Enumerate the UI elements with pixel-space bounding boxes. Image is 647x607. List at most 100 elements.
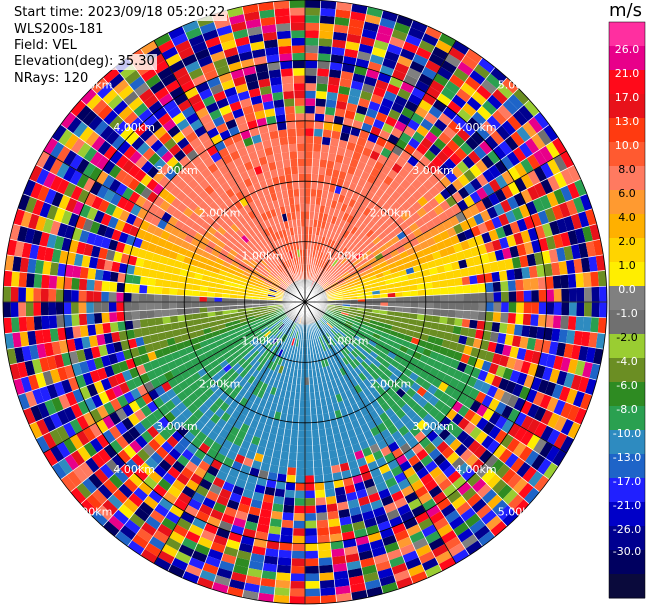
velocity-cell	[191, 307, 200, 314]
velocity-cell	[48, 275, 58, 289]
velocity-cell	[539, 441, 554, 459]
velocity-cell	[200, 62, 216, 75]
velocity-cell	[433, 73, 449, 87]
velocity-cell	[3, 317, 13, 334]
velocity-cell	[293, 513, 305, 521]
velocity-cell	[221, 79, 235, 91]
velocity-cell	[371, 380, 381, 390]
velocity-cell	[492, 145, 507, 160]
velocity-cell	[286, 121, 296, 130]
velocity-cell	[401, 317, 410, 324]
velocity-cell	[315, 329, 321, 338]
velocity-cell	[344, 48, 359, 59]
velocity-cell	[260, 290, 269, 295]
velocity-cell	[321, 316, 329, 323]
velocity-cell	[219, 235, 229, 245]
velocity-cell	[357, 268, 366, 275]
velocity-cell	[393, 240, 404, 250]
velocity-cell	[465, 136, 479, 151]
velocity-cell	[91, 452, 106, 469]
velocity-cell	[381, 347, 390, 356]
velocity-cell	[142, 361, 154, 373]
velocity-cell	[315, 497, 327, 506]
velocity-cell	[481, 360, 492, 373]
velocity-cell	[42, 432, 57, 450]
velocity-cell	[245, 144, 256, 154]
velocity-cell	[362, 369, 371, 379]
velocity-cell	[162, 472, 177, 486]
velocity-cell	[252, 360, 261, 370]
velocity-cell	[484, 372, 496, 385]
velocity-cell	[488, 411, 502, 426]
velocity-cell	[142, 231, 154, 243]
velocity-cell	[14, 346, 25, 364]
velocity-cell	[361, 349, 370, 358]
velocity-cell	[433, 423, 446, 436]
velocity-cell	[391, 145, 404, 157]
velocity-cell	[274, 231, 281, 240]
velocity-cell	[139, 318, 149, 328]
velocity-cell	[161, 302, 170, 310]
velocity-cell	[129, 439, 143, 454]
velocity-cell	[298, 173, 305, 182]
velocity-cell	[302, 249, 305, 257]
azimuth-spoke	[304, 150, 567, 303]
velocity-cell	[468, 203, 480, 217]
velocity-cell	[259, 221, 268, 231]
velocity-cell	[501, 170, 515, 185]
velocity-cell	[360, 360, 370, 370]
velocity-cell	[332, 471, 343, 481]
velocity-cell	[283, 351, 289, 360]
velocity-cell	[305, 249, 308, 257]
velocity-cell	[199, 302, 207, 308]
velocity-cell	[27, 258, 37, 274]
velocity-cell	[269, 76, 283, 86]
velocity-cell	[305, 437, 313, 446]
velocity-cell	[407, 454, 421, 467]
velocity-cell	[497, 483, 513, 500]
velocity-cell	[83, 146, 98, 163]
velocity-cell	[334, 324, 342, 331]
velocity-cell	[77, 445, 92, 462]
velocity-cell	[347, 567, 364, 578]
velocity-cell	[131, 302, 140, 312]
velocity-cell	[329, 364, 336, 373]
velocity-cell	[407, 93, 422, 106]
velocity-cell	[431, 250, 442, 260]
velocity-cell	[495, 463, 511, 479]
velocity-cell	[251, 48, 266, 59]
velocity-cell	[331, 548, 346, 558]
velocity-cell	[538, 237, 549, 252]
velocity-cell	[265, 264, 273, 272]
velocity-cell	[3, 286, 11, 302]
velocity-cell	[228, 14, 246, 25]
velocity-cell	[411, 149, 424, 162]
velocity-cell	[440, 294, 449, 302]
velocity-cell	[434, 337, 444, 347]
velocity-cell	[391, 29, 408, 42]
velocity-cell	[240, 464, 252, 475]
velocity-cell	[384, 476, 398, 489]
velocity-cell	[246, 265, 255, 272]
velocity-cell	[448, 302, 456, 310]
velocity-cell	[134, 122, 149, 137]
velocity-cell	[556, 370, 568, 386]
velocity-cell	[293, 505, 305, 514]
velocity-cell	[136, 141, 151, 156]
velocity-cell	[429, 124, 443, 138]
velocity-cell	[396, 245, 406, 254]
velocity-cell	[243, 372, 252, 382]
velocity-cell	[406, 118, 421, 131]
velocity-cell	[90, 346, 101, 359]
velocity-cell	[297, 158, 305, 167]
velocity-cell	[560, 315, 569, 330]
velocity-cell	[286, 413, 294, 423]
velocity-cell	[346, 264, 354, 271]
velocity-cell	[344, 261, 352, 269]
velocity-cell	[210, 50, 226, 63]
ray-gap	[140, 48, 306, 303]
velocity-cell	[182, 20, 200, 33]
velocity-cell	[331, 130, 342, 140]
velocity-cell	[421, 66, 438, 80]
velocity-cell	[305, 384, 310, 393]
